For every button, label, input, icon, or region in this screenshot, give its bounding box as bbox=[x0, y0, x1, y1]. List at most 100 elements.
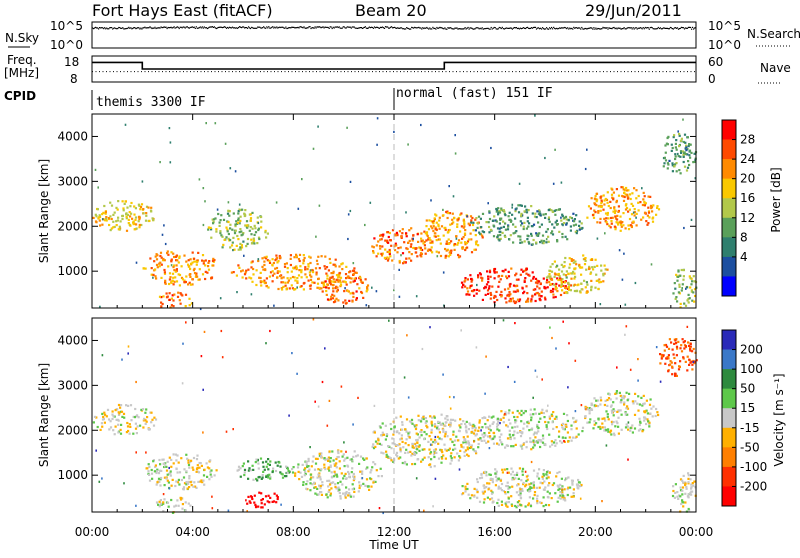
backscatter-cell bbox=[678, 169, 681, 172]
n-sky-point bbox=[561, 27, 563, 29]
backscatter-cell bbox=[442, 430, 445, 433]
backscatter-cell bbox=[560, 282, 563, 285]
backscatter-cell bbox=[510, 495, 513, 498]
backscatter-cell bbox=[195, 458, 199, 461]
backscatter-cell bbox=[583, 263, 587, 266]
backscatter-cell bbox=[480, 226, 483, 229]
backscatter-cell bbox=[584, 286, 587, 289]
backscatter-cell bbox=[548, 220, 551, 223]
backscatter-cell bbox=[229, 246, 232, 249]
noise-cell bbox=[544, 156, 546, 160]
backscatter-cell bbox=[431, 227, 434, 230]
backscatter-cell bbox=[148, 219, 151, 222]
backscatter-cell bbox=[435, 239, 438, 242]
backscatter-cell bbox=[643, 211, 647, 214]
noise-cell bbox=[549, 326, 551, 329]
backscatter-cell bbox=[666, 356, 669, 359]
backscatter-cell bbox=[545, 409, 548, 412]
backscatter-cell bbox=[497, 498, 500, 501]
backscatter-cell bbox=[550, 270, 554, 273]
backscatter-cell bbox=[225, 236, 228, 239]
backscatter-cell bbox=[463, 225, 466, 228]
backscatter-cell bbox=[666, 143, 669, 146]
backscatter-cell bbox=[486, 496, 489, 499]
backscatter-cell bbox=[348, 488, 351, 491]
backscatter-cell bbox=[384, 248, 387, 251]
backscatter-cell bbox=[525, 208, 528, 211]
backscatter-cell bbox=[655, 213, 658, 216]
backscatter-cell bbox=[559, 278, 562, 281]
backscatter-cell bbox=[136, 425, 139, 428]
backscatter-cell bbox=[346, 456, 349, 459]
n-sky-point bbox=[659, 27, 661, 29]
n-sky-point bbox=[509, 27, 511, 29]
backscatter-cell bbox=[386, 239, 389, 242]
backscatter-cell bbox=[324, 267, 327, 270]
n-sky-point bbox=[325, 26, 327, 28]
backscatter-cell bbox=[549, 265, 552, 268]
backscatter-cell bbox=[388, 251, 391, 254]
backscatter-cell bbox=[597, 399, 600, 402]
backscatter-cell bbox=[261, 506, 264, 509]
backscatter-cell bbox=[678, 494, 681, 497]
backscatter-cell bbox=[384, 239, 387, 242]
backscatter-cell bbox=[537, 280, 540, 283]
backscatter-cell bbox=[237, 264, 240, 267]
noise-cell bbox=[101, 218, 104, 221]
n-sky-point bbox=[410, 28, 412, 30]
backscatter-cell bbox=[514, 443, 517, 446]
backscatter-cell bbox=[645, 409, 648, 412]
backscatter-cell bbox=[293, 288, 296, 291]
backscatter-cell bbox=[459, 230, 462, 233]
backscatter-cell bbox=[651, 415, 654, 418]
n-sky-point bbox=[372, 27, 375, 29]
backscatter-cell bbox=[366, 286, 369, 289]
backscatter-cell bbox=[634, 392, 637, 395]
backscatter-cell bbox=[557, 278, 560, 282]
backscatter-cell bbox=[561, 426, 564, 429]
backscatter-cell bbox=[614, 209, 617, 212]
backscatter-cell bbox=[625, 407, 628, 410]
noise-cell bbox=[641, 187, 643, 190]
n-sky-point bbox=[486, 27, 488, 29]
backscatter-cell bbox=[616, 410, 619, 413]
n-sky-point bbox=[96, 27, 98, 29]
backscatter-cell bbox=[384, 424, 387, 427]
backscatter-cell bbox=[679, 172, 682, 175]
backscatter-cell bbox=[302, 282, 305, 285]
backscatter-cell bbox=[331, 275, 334, 278]
backscatter-cell bbox=[540, 295, 543, 298]
backscatter-cell bbox=[682, 140, 685, 144]
backscatter-cell bbox=[538, 209, 541, 212]
backscatter-cell bbox=[162, 257, 165, 261]
backscatter-cell bbox=[339, 480, 342, 483]
backscatter-cell bbox=[605, 221, 608, 224]
n-sky-point bbox=[631, 28, 633, 30]
backscatter-cell bbox=[625, 391, 628, 394]
backscatter-cell bbox=[590, 408, 593, 411]
backscatter-cell bbox=[463, 233, 467, 236]
n-sky-point bbox=[557, 28, 559, 30]
power-colorbar-label: Power [dB] bbox=[769, 167, 783, 232]
backscatter-cell bbox=[265, 255, 268, 258]
backscatter-cell bbox=[548, 492, 551, 495]
backscatter-cell bbox=[516, 501, 519, 504]
backscatter-cell bbox=[602, 194, 605, 197]
backscatter-cell bbox=[303, 474, 306, 477]
backscatter-cell bbox=[664, 151, 667, 154]
backscatter-cell bbox=[610, 420, 613, 423]
backscatter-cell bbox=[607, 418, 610, 421]
backscatter-cell bbox=[186, 482, 190, 485]
backscatter-cell bbox=[425, 225, 428, 228]
noise-cell bbox=[169, 161, 172, 164]
noise-cell bbox=[511, 206, 513, 209]
backscatter-cell bbox=[414, 426, 418, 429]
n-sky-point bbox=[364, 26, 366, 28]
backscatter-cell bbox=[504, 491, 507, 494]
backscatter-cell bbox=[411, 442, 414, 445]
n-sky-point bbox=[298, 27, 300, 29]
backscatter-cell bbox=[590, 197, 593, 200]
backscatter-cell bbox=[195, 486, 198, 489]
backscatter-cell bbox=[677, 291, 680, 294]
backscatter-cell bbox=[646, 418, 649, 421]
